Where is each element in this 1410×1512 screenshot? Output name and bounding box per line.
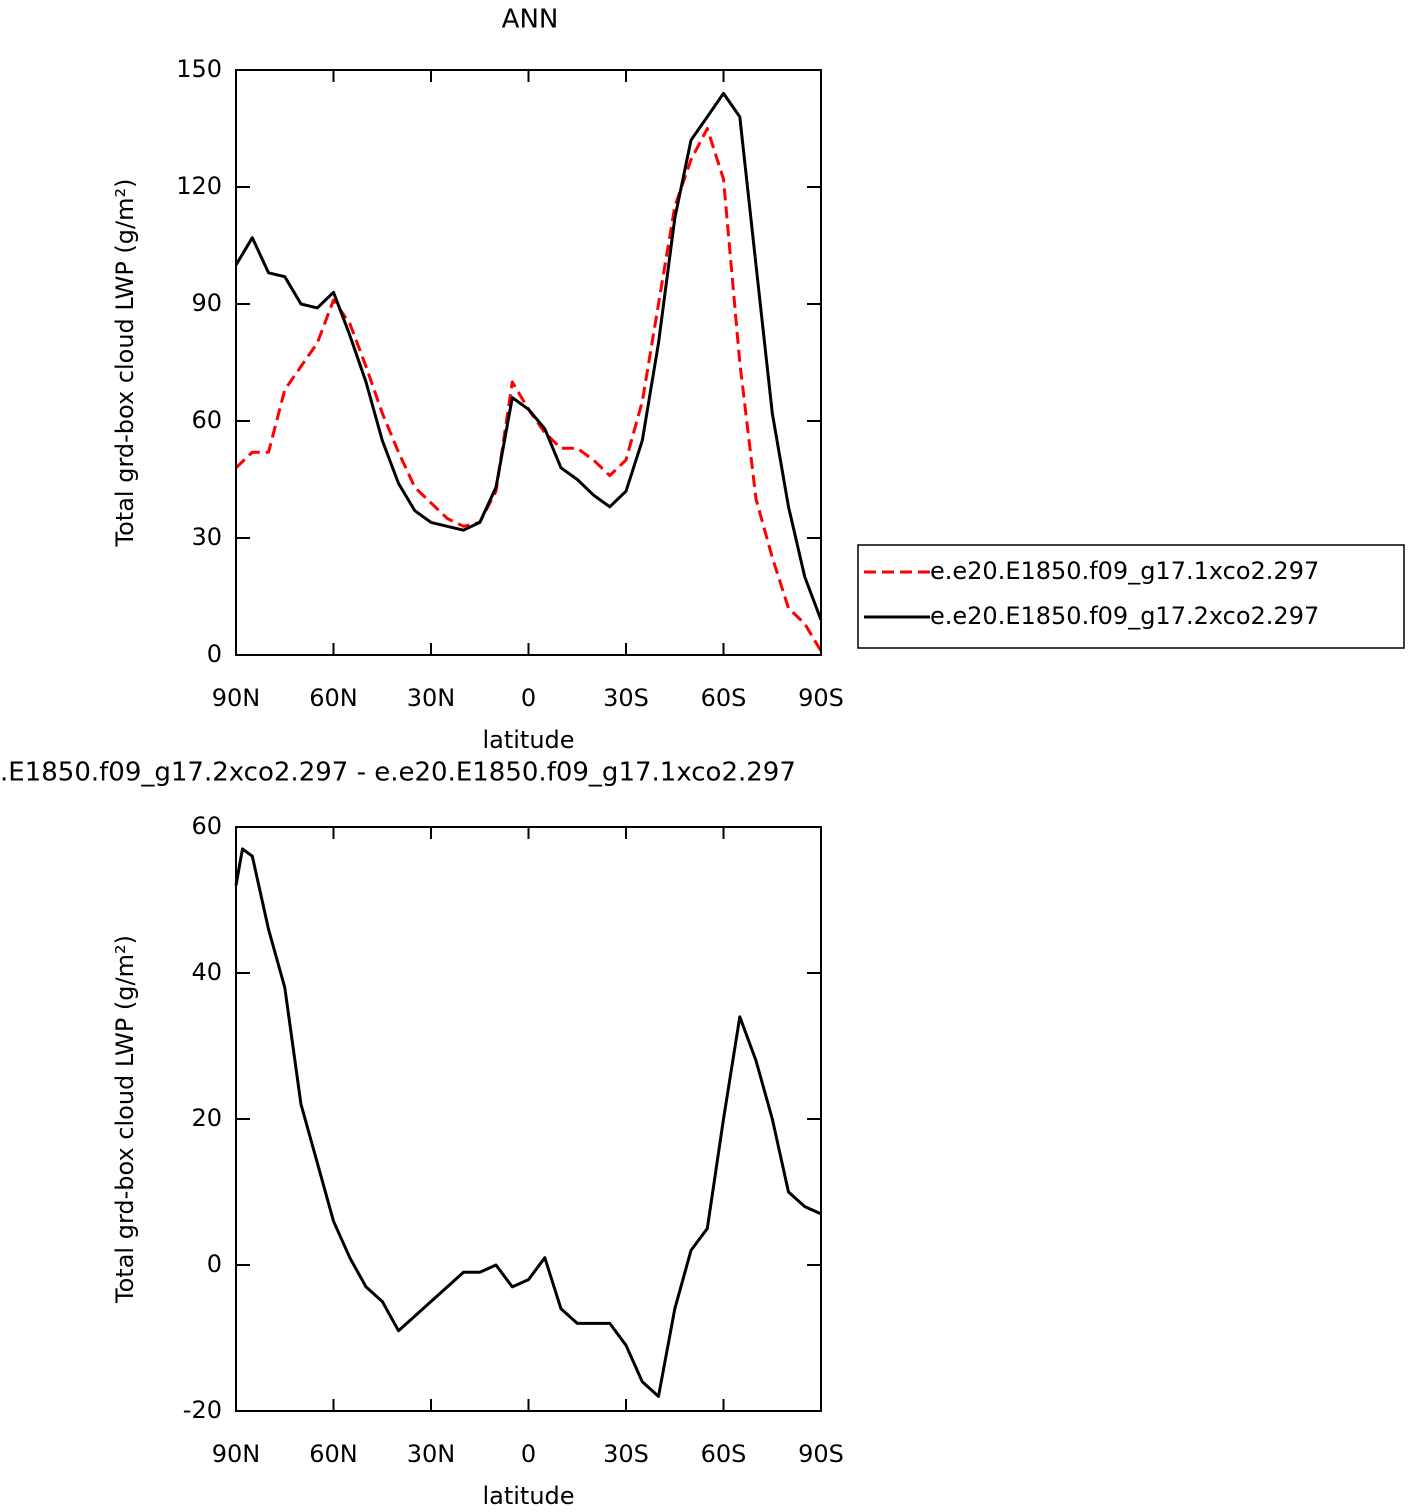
- plot-frame: [235, 69, 822, 656]
- x-tick-label: 60N: [309, 1440, 358, 1468]
- y-axis-title: Total grd-box cloud LWP (g/m²): [111, 935, 139, 1304]
- x-tick-label: 0: [521, 684, 536, 712]
- x-axis-title: latitude: [482, 726, 574, 754]
- y-tick-label: 40: [191, 958, 222, 986]
- y-axis-title: Total grd-box cloud LWP (g/m²): [111, 179, 139, 548]
- legend-box: [857, 544, 1405, 649]
- x-tick-label: 30S: [603, 684, 649, 712]
- y-tick-label: 30: [191, 523, 222, 551]
- y-tick-label: 0: [207, 640, 222, 668]
- x-tick-label: 90S: [798, 1440, 844, 1468]
- data-line: [234, 127, 823, 652]
- data-line: [234, 91, 823, 621]
- x-tick-label: 60S: [701, 1440, 747, 1468]
- x-tick-label: 90N: [212, 1440, 261, 1468]
- chart-title: ANN: [502, 5, 559, 35]
- y-tick-label: -20: [183, 1396, 222, 1424]
- y-tick-label: 60: [191, 812, 222, 840]
- legend-label: e.e20.E1850.f09_g17.1xco2.297: [930, 557, 1319, 585]
- y-tick-label: 60: [191, 406, 222, 434]
- data-line: [234, 847, 822, 1398]
- x-tick-label: 0: [521, 1440, 536, 1468]
- chart-title: .E1850.f09_g17.2xco2.297 - e.e20.E1850.f…: [0, 758, 796, 788]
- plot-frame: [235, 826, 822, 1412]
- y-tick-label: 150: [176, 55, 222, 83]
- x-tick-label: 60S: [701, 684, 747, 712]
- x-tick-label: 30S: [603, 1440, 649, 1468]
- legend-label: e.e20.E1850.f09_g17.2xco2.297: [930, 602, 1319, 630]
- x-tick-label: 90N: [212, 684, 261, 712]
- x-tick-label: 30N: [407, 684, 456, 712]
- x-tick-label: 30N: [407, 1440, 456, 1468]
- y-tick-label: 0: [207, 1250, 222, 1278]
- x-tick-label: 60N: [309, 684, 358, 712]
- y-tick-label: 90: [191, 289, 222, 317]
- y-tick-label: 20: [191, 1104, 222, 1132]
- x-axis-title: latitude: [482, 1482, 574, 1510]
- x-tick-label: 90S: [798, 684, 844, 712]
- y-tick-label: 120: [176, 172, 222, 200]
